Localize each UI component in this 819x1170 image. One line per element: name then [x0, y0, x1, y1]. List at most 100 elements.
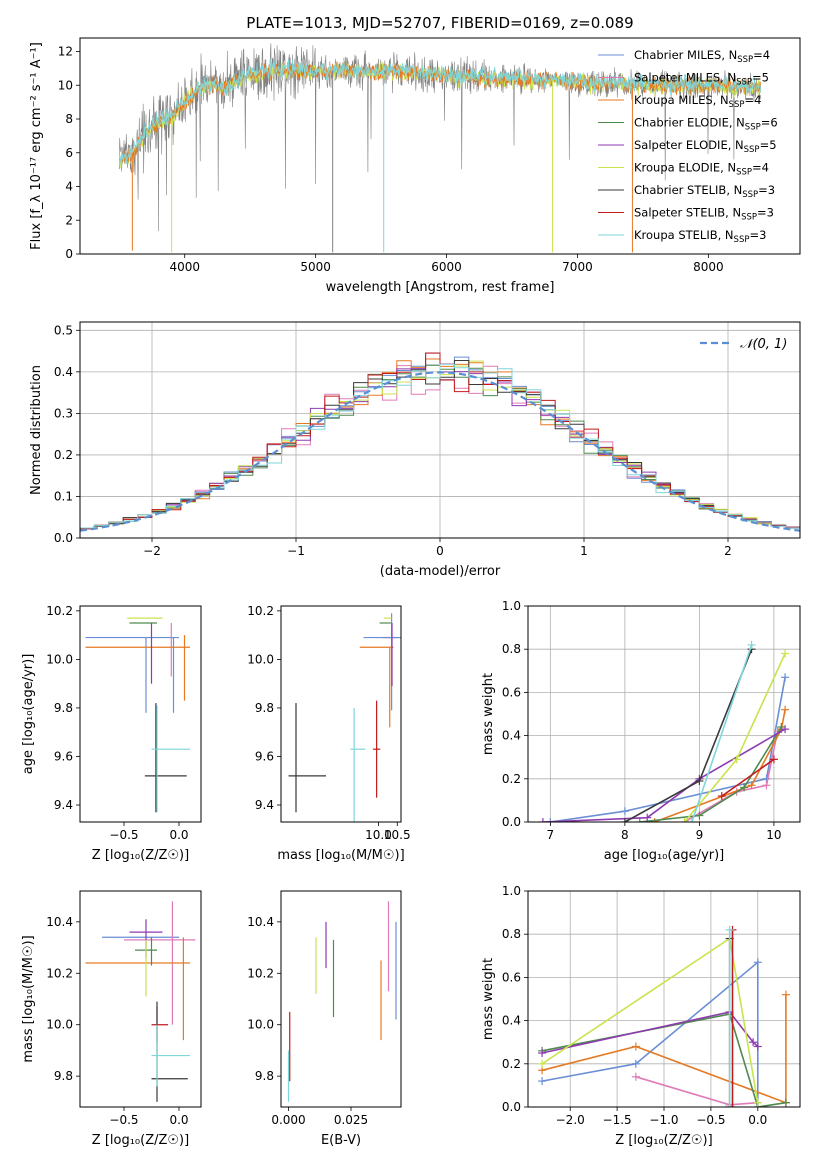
x-tick-label: 7000: [562, 260, 593, 274]
y-axis-label: mass [log₁₀(M/M☉)]: [21, 935, 36, 1062]
x-tick-label: 5000: [300, 260, 331, 274]
axes-frame: [280, 890, 402, 1108]
y-tick-label: 0.4: [502, 729, 521, 743]
y-tick-label: 0.4: [54, 365, 73, 379]
weight-line-chabrier_elodie: [639, 726, 783, 822]
y-tick-label: 9.8: [255, 701, 274, 715]
y-tick-label: 0.1: [54, 489, 73, 503]
y-tick-label: 10.2: [247, 604, 274, 618]
x-axis-label: Z [log₁₀(Z/Z☉)]: [615, 1133, 712, 1148]
x-tick-label: 8000: [693, 260, 724, 274]
plot-area-weight_vs_Z: [538, 925, 790, 1107]
errorbar-point: [350, 707, 366, 822]
legend-label: Chabrier STELIB, NSSP=3: [634, 183, 775, 200]
legend-label: Salpeter MILES, NSSP=5: [634, 71, 769, 88]
y-tick-label: 10.2: [46, 966, 73, 980]
weight-marker: [781, 673, 790, 682]
x-axis-label: E(B-V): [321, 1133, 361, 1148]
y-tick-label: 0.2: [502, 772, 521, 786]
y-axis-label: Normed distribution: [29, 365, 44, 495]
x-axis-label: Z [log₁₀(Z/Z☉)]: [92, 848, 189, 863]
y-tick-label: 4: [65, 180, 73, 194]
weight-marker: [753, 1098, 762, 1107]
y-tick-label: 9.6: [54, 749, 73, 763]
x-axis-label: (data-model)/error: [380, 564, 501, 579]
axes-frame: [280, 605, 402, 823]
axes-frame: [79, 890, 202, 1108]
x-tick-label: 4000: [169, 260, 200, 274]
weight-marker: [680, 818, 689, 822]
weight-marker: [687, 818, 696, 822]
weight-marker: [717, 792, 726, 801]
weight-line-salpeter_elodie: [542, 728, 786, 822]
y-tick-label: 0.0: [54, 531, 73, 545]
x-tick-label: 0.000: [271, 1113, 305, 1127]
panel-spectrum: 4000 5000 6000 7000 8000 0 2 4 6 8 10 12 wavelength …: [29, 37, 801, 295]
figure-title: PLATE=1013, MJD=52707, FIBERID=0169, z=0…: [246, 14, 633, 32]
weight-marker: [635, 818, 644, 822]
weight-marker: [728, 1103, 737, 1107]
gaussian-curve: [80, 371, 800, 532]
weight-marker: [538, 1077, 547, 1086]
y-axis-label: age [log₁₀(age/yr)]: [21, 654, 36, 775]
x-tick-label: 0.0: [748, 1113, 767, 1127]
plot-area-residuals: [80, 352, 800, 538]
plot-area-age_vs_Z: [85, 617, 190, 813]
errorbar-point: [151, 1024, 190, 1087]
legend-label: Salpeter ELODIE, NSSP=5: [634, 138, 777, 155]
weight-marker: [781, 990, 790, 999]
x-tick-label: 10.0: [365, 828, 392, 842]
legend-label: Chabrier MILES, NSSP=4: [634, 48, 770, 65]
x-tick-label: 7: [547, 828, 555, 842]
x-tick-label: −1.0: [649, 1113, 678, 1127]
weight-marker: [769, 755, 778, 764]
y-tick-label: 10.4: [247, 915, 274, 929]
weight-line-chabrier_miles: [550, 677, 786, 822]
weight-marker: [538, 818, 547, 822]
y-tick-label: 1.0: [502, 884, 521, 898]
weight-line-chabrier_miles: [541, 960, 759, 1107]
weight-marker: [762, 781, 771, 790]
x-tick-label: −1: [287, 544, 305, 558]
y-tick-label: 9.4: [255, 798, 274, 812]
weight-line-kroupa_stelib: [691, 644, 753, 822]
y-axis-label: mass weight: [481, 673, 496, 755]
x-tick-label: −0.5: [109, 1113, 138, 1127]
weight-line-kroupa_miles: [654, 709, 786, 822]
x-axis-label: age [log₁₀(age/yr)]: [604, 848, 725, 863]
plot-area-age_vs_mass: [288, 613, 401, 822]
y-tick-label: 10.0: [247, 652, 274, 666]
panel-weight_vs_age: 7 8 9 10 0.0 0.2 0.4 0.6 0.8 1.0 age [log₁₀(age/yr…: [481, 599, 801, 863]
weight-marker: [538, 1059, 547, 1068]
y-tick-label: 1.0: [502, 599, 521, 613]
x-tick-label: 0.0: [169, 1113, 188, 1127]
y-tick-label: 2: [65, 213, 73, 227]
weight-marker: [725, 1103, 734, 1107]
weight-line-salpeter_elodie: [541, 1011, 759, 1054]
weight-marker: [747, 781, 756, 790]
y-tick-label: 10.4: [46, 915, 73, 929]
weight-marker: [620, 818, 629, 822]
x-tick-label: −1.5: [603, 1113, 632, 1127]
legend-label: Salpeter STELIB, NSSP=3: [634, 206, 774, 223]
y-tick-label: 10.0: [46, 652, 73, 666]
panel-residuals: −2 −1 0 1 2 0.0 0.1 0.2 0.3 0.4 0.5 (data-model)/er…: [29, 321, 801, 579]
axes-frame: [527, 605, 801, 823]
spectrum-legend: Chabrier MILES, NSSP=4 Salpeter MILES, NS…: [598, 48, 778, 245]
y-axis-label: mass weight: [481, 958, 496, 1040]
y-tick-label: 8: [65, 112, 73, 126]
weight-marker: [725, 925, 734, 934]
panel-weight_vs_Z: −2.0 −1.5 −1.0 −0.5 0.0 0.0 0.2 0.4 0.6 0.8 1.0 Z […: [481, 884, 801, 1148]
y-tick-label: 0.6: [502, 685, 521, 699]
y-tick-label: 9.6: [255, 749, 274, 763]
weight-marker: [620, 807, 629, 816]
x-tick-label: −0.5: [109, 828, 138, 842]
x-tick-label: −2: [143, 544, 161, 558]
plot-area-spectrum: [118, 43, 762, 253]
legend-label: Chabrier ELODIE, NSSP=6: [634, 116, 778, 133]
x-tick-label: 1: [580, 544, 588, 558]
x-tick-label: 2: [724, 544, 732, 558]
y-tick-label: 0.2: [54, 448, 73, 462]
